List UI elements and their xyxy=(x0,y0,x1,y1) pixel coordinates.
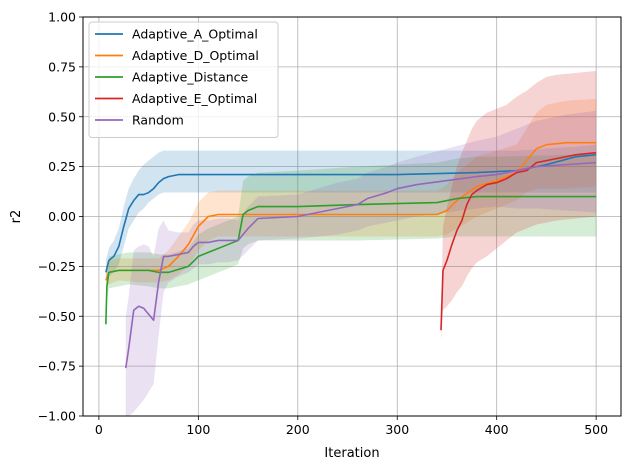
x-tick-label: 500 xyxy=(584,422,608,437)
legend-box xyxy=(88,21,279,138)
line-adaptive-e-optimal xyxy=(440,151,597,331)
legend: Adaptive_A_Optimal Adaptive_D_Optimal Adap… xyxy=(88,21,279,138)
legend-label: Adaptive_D_Optimal xyxy=(132,48,259,63)
y-tick-label: −0.25 xyxy=(38,259,76,274)
x-tick-label: 0 xyxy=(95,422,103,437)
legend-label: Adaptive_A_Optimal xyxy=(132,27,258,42)
x-tick-label: 400 xyxy=(485,422,509,437)
legend-label: Adaptive_E_Optimal xyxy=(132,91,257,106)
y-tick-label: 1.00 xyxy=(48,10,76,25)
y-tick-label: 0.50 xyxy=(48,109,76,124)
band-random xyxy=(125,110,597,416)
band-adaptive-a-optimal xyxy=(105,144,597,283)
y-tick-label: −0.75 xyxy=(38,359,76,374)
x-tick-label: 100 xyxy=(186,422,210,437)
legend-label: Random xyxy=(132,113,184,128)
axis-ticks: 0 100 200 300 400 500 −1.00 −0.75 −0.50 −0.25 0.00… xyxy=(38,10,608,438)
legend-label: Adaptive_Distance xyxy=(132,70,249,85)
x-tick-label: 300 xyxy=(385,422,409,437)
y-tick-label: 0.25 xyxy=(48,159,76,174)
line-adaptive-a-optimal xyxy=(105,153,597,273)
y-tick-label: 0.75 xyxy=(48,59,76,74)
band-adaptive-e-optimal xyxy=(441,70,597,341)
x-tick-label: 200 xyxy=(286,422,310,437)
series-lines xyxy=(105,141,597,369)
y-tick-label: −0.50 xyxy=(38,309,76,324)
band-adaptive-d-optimal xyxy=(105,98,597,289)
line-adaptive-distance xyxy=(105,195,597,325)
x-axis-label: Iteration xyxy=(324,446,379,461)
band-adaptive-distance xyxy=(105,154,597,337)
line-random xyxy=(124,161,597,369)
y-tick-label: −1.00 xyxy=(38,409,76,424)
grid xyxy=(83,16,621,417)
confidence-bands xyxy=(105,70,597,416)
y-tick-label: 0.00 xyxy=(48,209,76,224)
y-axis-label: r2 xyxy=(9,210,24,224)
